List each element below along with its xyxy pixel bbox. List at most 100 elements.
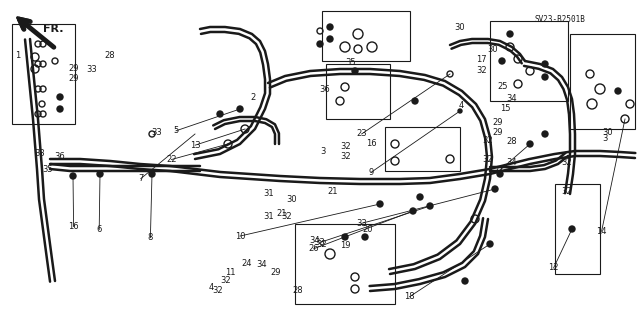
Text: 14: 14	[596, 227, 607, 236]
Text: 19: 19	[340, 241, 351, 250]
Text: 32: 32	[282, 212, 292, 221]
Circle shape	[342, 234, 348, 240]
Bar	[12, 24, 75, 124]
Text: 36: 36	[319, 85, 330, 94]
Circle shape	[327, 24, 333, 30]
Circle shape	[352, 68, 358, 74]
Circle shape	[217, 111, 223, 117]
Text: 28: 28	[507, 137, 517, 146]
Text: 32: 32	[220, 276, 230, 285]
Text: 33: 33	[356, 219, 367, 228]
Circle shape	[410, 208, 416, 214]
Text: 16: 16	[366, 139, 376, 148]
Text: 32: 32	[340, 142, 351, 151]
Text: 13: 13	[190, 141, 200, 150]
Circle shape	[542, 61, 548, 67]
Text: 4: 4	[458, 101, 463, 110]
Text: 33: 33	[315, 238, 325, 247]
Circle shape	[317, 41, 323, 47]
Text: 34: 34	[507, 94, 517, 103]
Text: 9: 9	[369, 168, 374, 177]
Bar	[385, 127, 460, 171]
Text: 30: 30	[603, 128, 613, 137]
Text: 18: 18	[404, 292, 415, 301]
Text: 34: 34	[256, 260, 266, 269]
Text: 20: 20	[363, 225, 373, 234]
Bar	[555, 184, 600, 274]
Circle shape	[492, 186, 498, 192]
Bar	[295, 224, 395, 304]
Circle shape	[377, 201, 383, 207]
Circle shape	[487, 241, 493, 247]
Text: 32: 32	[317, 240, 327, 249]
Text: 36: 36	[55, 152, 65, 161]
Text: 29: 29	[493, 128, 503, 137]
Circle shape	[569, 226, 575, 232]
Text: FR.: FR.	[43, 24, 63, 34]
Text: 25: 25	[497, 82, 508, 91]
Text: 15: 15	[500, 104, 511, 113]
Text: 33: 33	[152, 128, 162, 137]
Text: 23: 23	[356, 130, 367, 138]
Text: 32: 32	[212, 286, 223, 295]
Text: 33: 33	[35, 149, 45, 158]
Text: 11: 11	[225, 268, 236, 277]
Text: 31: 31	[264, 189, 274, 198]
Bar	[570, 34, 635, 129]
Circle shape	[542, 131, 548, 137]
Circle shape	[97, 171, 103, 177]
Text: 21: 21	[328, 187, 338, 196]
Text: 29: 29	[68, 74, 79, 83]
Bar	[322, 11, 410, 61]
Text: 28: 28	[292, 286, 303, 295]
Text: 32: 32	[561, 158, 572, 167]
Text: 28: 28	[105, 51, 115, 60]
Circle shape	[412, 98, 418, 104]
Circle shape	[499, 58, 505, 64]
Text: 30: 30	[454, 23, 465, 32]
Circle shape	[458, 109, 462, 113]
Text: 3: 3	[602, 134, 607, 143]
Text: 10: 10	[235, 232, 245, 241]
Text: 12: 12	[548, 263, 559, 272]
Text: 31: 31	[264, 212, 274, 221]
Text: 4: 4	[209, 283, 214, 292]
Text: 32: 32	[476, 66, 486, 75]
Text: 34: 34	[507, 158, 517, 167]
Text: 8: 8	[148, 233, 153, 242]
Bar	[326, 64, 390, 119]
Text: 35: 35	[346, 58, 356, 67]
Text: 5: 5	[173, 126, 179, 135]
Circle shape	[615, 88, 621, 94]
Circle shape	[70, 173, 76, 179]
Text: 2: 2	[250, 93, 255, 102]
Text: 32: 32	[483, 155, 493, 164]
Text: 22: 22	[166, 155, 177, 164]
Circle shape	[237, 106, 243, 112]
Circle shape	[149, 171, 155, 177]
Circle shape	[497, 171, 503, 177]
Text: 3: 3	[321, 147, 326, 156]
Text: 29: 29	[493, 118, 503, 127]
Text: 6: 6	[97, 225, 102, 234]
Text: 30: 30	[286, 195, 296, 204]
Text: 17: 17	[476, 55, 486, 63]
Text: 32: 32	[483, 136, 493, 145]
Text: 29: 29	[68, 64, 79, 73]
Text: 35: 35	[43, 165, 53, 174]
Circle shape	[362, 234, 368, 240]
Text: 32: 32	[561, 187, 572, 196]
Bar	[490, 21, 568, 101]
Circle shape	[327, 36, 333, 42]
Text: 30: 30	[488, 45, 498, 54]
Text: 24: 24	[241, 259, 252, 268]
Circle shape	[57, 94, 63, 100]
Circle shape	[417, 194, 423, 200]
Text: 33: 33	[86, 65, 97, 74]
Circle shape	[462, 278, 468, 284]
Circle shape	[507, 31, 513, 37]
Text: 34: 34	[310, 236, 320, 245]
Text: 27: 27	[494, 166, 504, 175]
Text: 16: 16	[68, 222, 79, 231]
Circle shape	[57, 106, 63, 112]
